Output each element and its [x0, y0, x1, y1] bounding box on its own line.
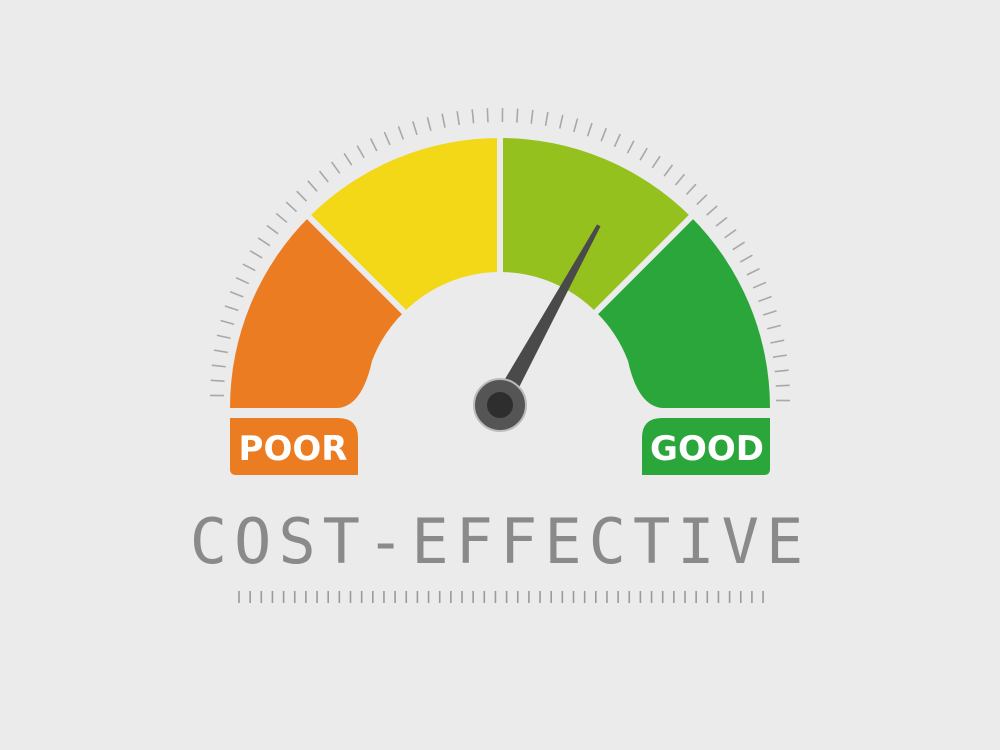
segment-dividers [300, 130, 700, 321]
tick-mark [674, 173, 686, 186]
tick-mark [441, 113, 446, 128]
tick-mark [739, 254, 753, 263]
tick-mark [724, 228, 737, 239]
tick-mark [275, 212, 288, 224]
tick-mark [426, 117, 432, 131]
tick-mark [732, 241, 746, 251]
tick-mark [224, 305, 239, 312]
good-label: GOOD [650, 429, 764, 469]
good-badge: GOOD [642, 418, 770, 475]
tick-mark [696, 194, 708, 206]
tick-mark [613, 133, 621, 148]
tick-mark [296, 190, 308, 202]
tick-mark [216, 334, 231, 340]
tick-mark [211, 364, 226, 368]
tick-mark [772, 354, 787, 358]
tick-mark [706, 205, 718, 216]
tick-mark [767, 324, 781, 330]
tick-mark [307, 180, 318, 192]
tick-mark [626, 140, 635, 154]
tick-mark [383, 131, 391, 146]
tick-mark [586, 122, 593, 137]
tick-mark [516, 108, 519, 123]
tick-mark [266, 224, 279, 235]
tick-mark [412, 121, 418, 136]
tick-mark [220, 319, 235, 326]
tick-mark [544, 111, 549, 126]
tick-mark [471, 109, 475, 124]
tick-mark [639, 147, 648, 161]
tick-mark [486, 108, 489, 123]
tick-mark [775, 384, 790, 387]
gauge-segment-moderate [500, 137, 691, 312]
tick-mark [318, 170, 329, 183]
tick-mark [572, 118, 579, 133]
gauge-tick-marks [210, 108, 790, 402]
tick-mark [397, 126, 405, 140]
gauge-segment-poor [229, 217, 404, 408]
gauge-segment-fair [309, 137, 500, 312]
tick-mark [762, 310, 777, 316]
needle-hub-center [487, 392, 513, 418]
tick-mark [235, 277, 250, 285]
tick-mark [600, 127, 608, 142]
ruler-tick-line [238, 591, 764, 603]
tick-mark [774, 369, 789, 373]
tick-mark [651, 155, 661, 169]
tick-mark [530, 109, 534, 124]
title: COST-EFFECTIVE [189, 505, 811, 578]
tick-mark [456, 111, 460, 126]
tick-mark [213, 349, 228, 354]
tick-mark [770, 339, 785, 344]
tick-mark [285, 201, 298, 213]
poor-badge: POOR [230, 418, 358, 475]
tick-mark [663, 164, 674, 177]
tick-mark [330, 161, 341, 174]
tick-mark [249, 250, 263, 259]
tick-mark [356, 145, 365, 159]
tick-mark [229, 290, 244, 298]
poor-label: POOR [239, 429, 348, 469]
needle-pointer [492, 224, 601, 410]
gauge-segment-good [596, 217, 771, 408]
tick-mark [343, 152, 353, 166]
tick-mark [746, 267, 760, 276]
tick-mark [758, 295, 772, 303]
tick-mark [210, 379, 225, 382]
tick-mark [685, 183, 697, 196]
tick-mark [242, 263, 256, 272]
tick-mark [369, 138, 378, 152]
tick-mark [715, 216, 728, 227]
tick-mark [558, 114, 564, 129]
tick-mark [257, 237, 271, 247]
tick-mark [752, 281, 767, 289]
needle [473, 224, 601, 432]
